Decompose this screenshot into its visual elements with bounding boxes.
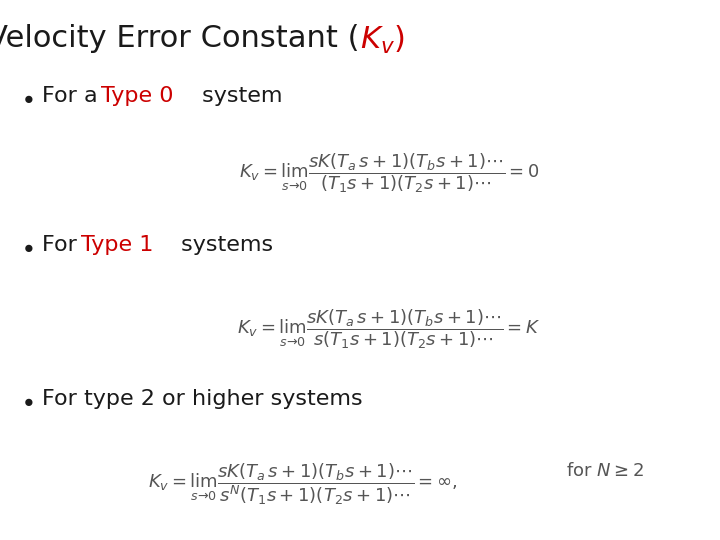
Text: system: system xyxy=(194,86,282,106)
Text: $\bullet$: $\bullet$ xyxy=(20,86,34,110)
Text: $K_v$): $K_v$) xyxy=(360,24,405,56)
Text: For type 2 or higher systems: For type 2 or higher systems xyxy=(42,389,362,409)
Text: $K_v = \lim_{s \to 0} \dfrac{sK(T_a s + 1)(T_b s + 1)\cdots}{s(T_1 s + 1)(T_2 s : $K_v = \lim_{s \to 0} \dfrac{sK(T_a s + … xyxy=(237,308,541,352)
Text: Static Velocity Error Constant (: Static Velocity Error Constant ( xyxy=(0,24,360,53)
Text: For: For xyxy=(42,235,84,255)
Text: $\bullet$: $\bullet$ xyxy=(20,235,34,259)
Text: $\mathrm{for}\ N \geq 2$: $\mathrm{for}\ N \geq 2$ xyxy=(566,462,644,480)
Text: $\bullet$: $\bullet$ xyxy=(20,389,34,413)
Text: For a: For a xyxy=(42,86,104,106)
Text: Type 0: Type 0 xyxy=(102,86,174,106)
Text: systems: systems xyxy=(174,235,273,255)
Text: $K_v = \lim_{s \to 0} \dfrac{sK(T_a s + 1)(T_b s + 1)\cdots}{(T_1 s + 1)(T_2 s +: $K_v = \lim_{s \to 0} \dfrac{sK(T_a s + … xyxy=(238,151,539,195)
Text: $K_v = \lim_{s \to 0} \dfrac{sK(T_a s + 1)(T_b s + 1)\cdots}{s^N(T_1 s + 1)(T_2 : $K_v = \lim_{s \to 0} \dfrac{sK(T_a s + … xyxy=(148,462,457,508)
Text: Type 1: Type 1 xyxy=(81,235,153,255)
